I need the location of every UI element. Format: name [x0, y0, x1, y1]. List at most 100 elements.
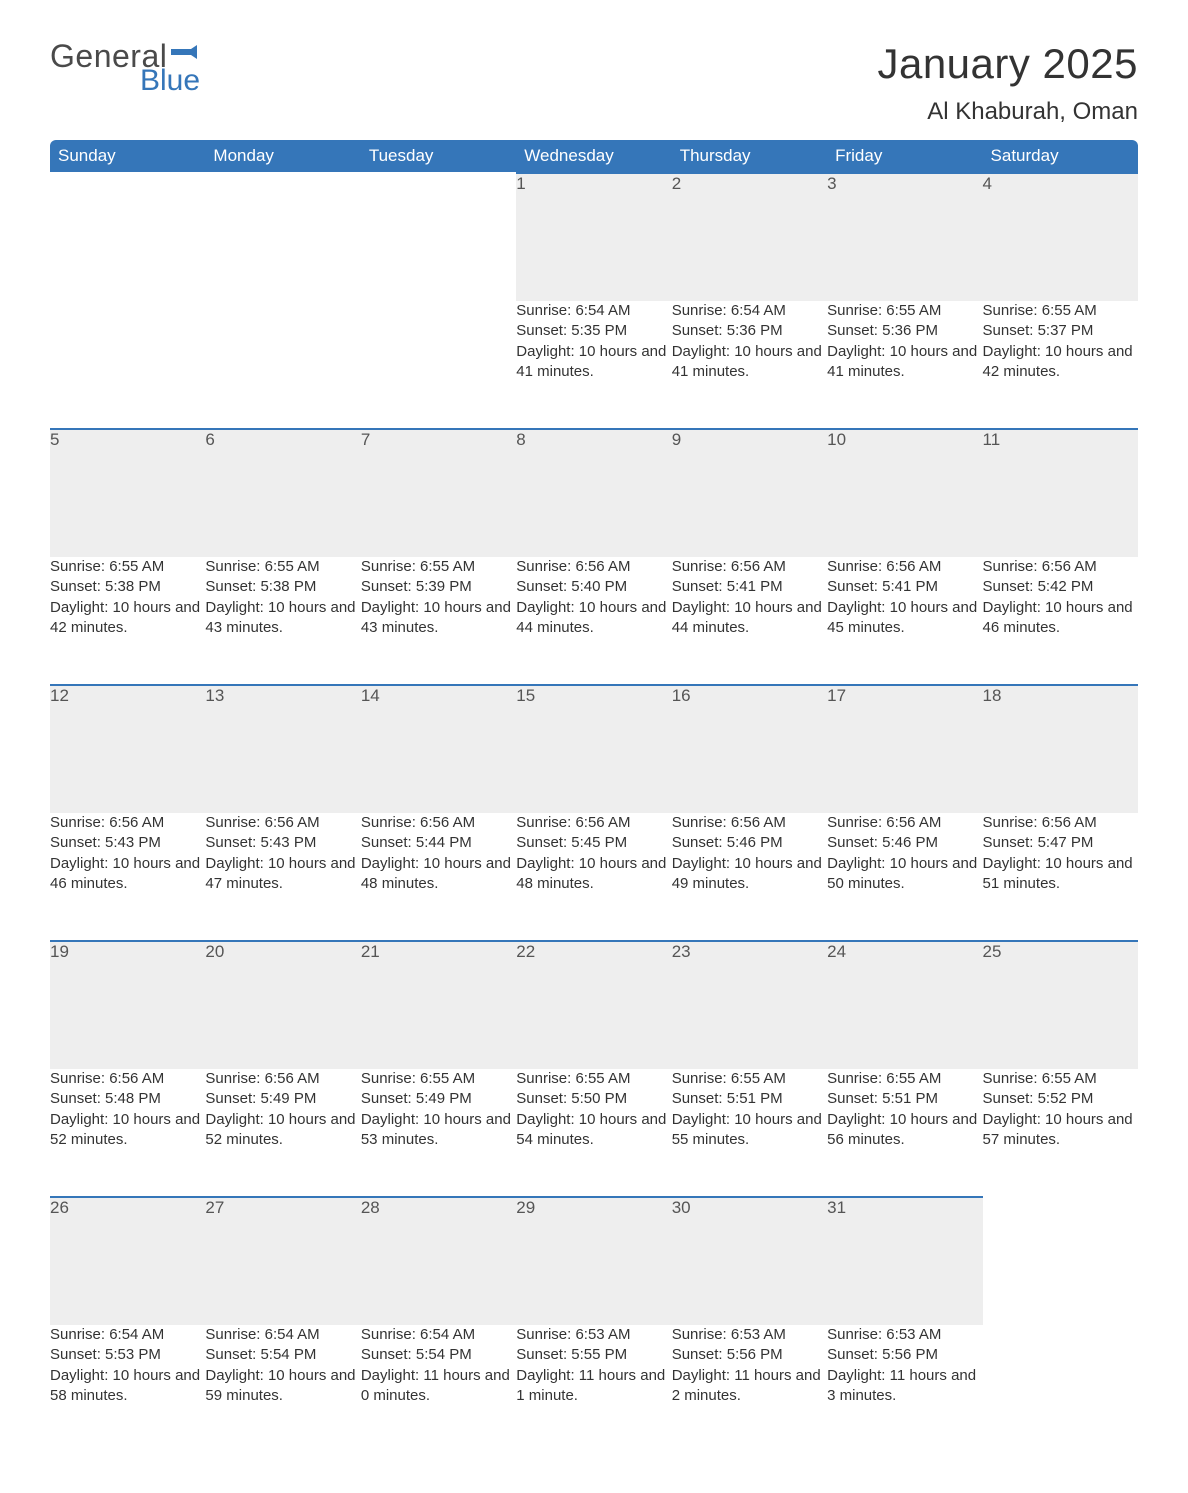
daylight-line: Daylight: 10 hours and 44 minutes.	[672, 598, 827, 639]
day-number: 10	[827, 429, 982, 557]
sunset-line: Sunset: 5:47 PM	[983, 833, 1138, 853]
day-number: 13	[205, 685, 360, 813]
sunrise-line: Sunrise: 6:55 AM	[50, 557, 205, 577]
day-detail-row: Sunrise: 6:56 AMSunset: 5:48 PMDaylight:…	[50, 1069, 1138, 1197]
day-number: 14	[361, 685, 516, 813]
daylight-line: Daylight: 10 hours and 52 minutes.	[50, 1110, 205, 1151]
day-details: Sunrise: 6:56 AMSunset: 5:46 PMDaylight:…	[672, 813, 827, 941]
title-block: January 2025 Al Khaburah, Oman	[877, 40, 1138, 126]
daylight-line: Daylight: 10 hours and 43 minutes.	[361, 598, 516, 639]
day-details: Sunrise: 6:54 AMSunset: 5:36 PMDaylight:…	[672, 301, 827, 429]
day-number: 5	[50, 429, 205, 557]
sunset-line: Sunset: 5:56 PM	[672, 1345, 827, 1365]
day-number: 4	[983, 173, 1138, 301]
day-details: Sunrise: 6:56 AMSunset: 5:42 PMDaylight:…	[983, 557, 1138, 685]
sunset-line: Sunset: 5:37 PM	[983, 321, 1138, 341]
day-details: Sunrise: 6:56 AMSunset: 5:43 PMDaylight:…	[50, 813, 205, 941]
daylight-line: Daylight: 10 hours and 51 minutes.	[983, 854, 1138, 895]
day-number-row: 262728293031	[50, 1197, 1138, 1325]
day-details: Sunrise: 6:55 AMSunset: 5:38 PMDaylight:…	[205, 557, 360, 685]
day-number: 25	[983, 941, 1138, 1069]
weekday-header: Wednesday	[516, 140, 671, 173]
sunset-line: Sunset: 5:50 PM	[516, 1089, 671, 1109]
sunrise-line: Sunrise: 6:56 AM	[827, 557, 982, 577]
daylight-line: Daylight: 11 hours and 1 minute.	[516, 1366, 671, 1407]
daylight-line: Daylight: 10 hours and 53 minutes.	[361, 1110, 516, 1151]
sunrise-line: Sunrise: 6:53 AM	[827, 1325, 982, 1345]
day-details: Sunrise: 6:56 AMSunset: 5:43 PMDaylight:…	[205, 813, 360, 941]
day-details: Sunrise: 6:56 AMSunset: 5:45 PMDaylight:…	[516, 813, 671, 941]
sunset-line: Sunset: 5:52 PM	[983, 1089, 1138, 1109]
day-details: Sunrise: 6:56 AMSunset: 5:46 PMDaylight:…	[827, 813, 982, 941]
day-details: Sunrise: 6:56 AMSunset: 5:41 PMDaylight:…	[672, 557, 827, 685]
day-details: Sunrise: 6:55 AMSunset: 5:50 PMDaylight:…	[516, 1069, 671, 1197]
day-details: Sunrise: 6:55 AMSunset: 5:36 PMDaylight:…	[827, 301, 982, 429]
sunrise-line: Sunrise: 6:53 AM	[516, 1325, 671, 1345]
weekday-header: Friday	[827, 140, 982, 173]
header: General Blue January 2025 Al Khaburah, O…	[50, 40, 1138, 126]
day-number-row: 19202122232425	[50, 941, 1138, 1069]
sunrise-line: Sunrise: 6:56 AM	[205, 1069, 360, 1089]
daylight-line: Daylight: 10 hours and 46 minutes.	[983, 598, 1138, 639]
empty-cell	[205, 173, 360, 301]
day-number: 6	[205, 429, 360, 557]
day-number: 30	[672, 1197, 827, 1325]
daylight-line: Daylight: 11 hours and 0 minutes.	[361, 1366, 516, 1407]
sunset-line: Sunset: 5:35 PM	[516, 321, 671, 341]
daylight-line: Daylight: 11 hours and 3 minutes.	[827, 1366, 982, 1407]
sunset-line: Sunset: 5:43 PM	[50, 833, 205, 853]
sunrise-line: Sunrise: 6:54 AM	[205, 1325, 360, 1345]
sunrise-line: Sunrise: 6:55 AM	[827, 1069, 982, 1089]
day-details: Sunrise: 6:56 AMSunset: 5:41 PMDaylight:…	[827, 557, 982, 685]
sunrise-line: Sunrise: 6:53 AM	[672, 1325, 827, 1345]
sunset-line: Sunset: 5:46 PM	[672, 833, 827, 853]
sunset-line: Sunset: 5:41 PM	[827, 577, 982, 597]
daylight-line: Daylight: 10 hours and 55 minutes.	[672, 1110, 827, 1151]
sunset-line: Sunset: 5:51 PM	[672, 1089, 827, 1109]
day-number: 7	[361, 429, 516, 557]
day-details: Sunrise: 6:54 AMSunset: 5:53 PMDaylight:…	[50, 1325, 205, 1453]
day-details: Sunrise: 6:56 AMSunset: 5:40 PMDaylight:…	[516, 557, 671, 685]
daylight-line: Daylight: 10 hours and 47 minutes.	[205, 854, 360, 895]
day-number: 20	[205, 941, 360, 1069]
sunset-line: Sunset: 5:45 PM	[516, 833, 671, 853]
sunset-line: Sunset: 5:54 PM	[205, 1345, 360, 1365]
brand-word2: Blue	[140, 66, 205, 96]
day-number: 11	[983, 429, 1138, 557]
daylight-line: Daylight: 10 hours and 59 minutes.	[205, 1366, 360, 1407]
day-number: 24	[827, 941, 982, 1069]
daylight-line: Daylight: 11 hours and 2 minutes.	[672, 1366, 827, 1407]
sunrise-line: Sunrise: 6:55 AM	[361, 1069, 516, 1089]
daylight-line: Daylight: 10 hours and 41 minutes.	[672, 342, 827, 383]
brand-logo: General Blue	[50, 40, 205, 96]
sunset-line: Sunset: 5:44 PM	[361, 833, 516, 853]
day-number-row: 567891011	[50, 429, 1138, 557]
sunset-line: Sunset: 5:41 PM	[672, 577, 827, 597]
day-number: 28	[361, 1197, 516, 1325]
daylight-line: Daylight: 10 hours and 52 minutes.	[205, 1110, 360, 1151]
day-number: 31	[827, 1197, 982, 1325]
location-subtitle: Al Khaburah, Oman	[877, 98, 1138, 126]
day-number-row: 12131415161718	[50, 685, 1138, 813]
sunset-line: Sunset: 5:36 PM	[827, 321, 982, 341]
day-number-row: 1234	[50, 173, 1138, 301]
sunrise-line: Sunrise: 6:56 AM	[50, 1069, 205, 1089]
day-number: 23	[672, 941, 827, 1069]
daylight-line: Daylight: 10 hours and 41 minutes.	[827, 342, 982, 383]
day-details: Sunrise: 6:54 AMSunset: 5:54 PMDaylight:…	[205, 1325, 360, 1453]
daylight-line: Daylight: 10 hours and 56 minutes.	[827, 1110, 982, 1151]
sunrise-line: Sunrise: 6:56 AM	[672, 557, 827, 577]
day-number: 21	[361, 941, 516, 1069]
sunset-line: Sunset: 5:43 PM	[205, 833, 360, 853]
empty-cell	[50, 173, 205, 301]
sunrise-line: Sunrise: 6:56 AM	[361, 813, 516, 833]
day-details: Sunrise: 6:55 AMSunset: 5:52 PMDaylight:…	[983, 1069, 1138, 1197]
day-details: Sunrise: 6:53 AMSunset: 5:56 PMDaylight:…	[672, 1325, 827, 1453]
sunrise-line: Sunrise: 6:56 AM	[827, 813, 982, 833]
day-detail-row: Sunrise: 6:55 AMSunset: 5:38 PMDaylight:…	[50, 557, 1138, 685]
sunrise-line: Sunrise: 6:56 AM	[50, 813, 205, 833]
day-detail-row: Sunrise: 6:56 AMSunset: 5:43 PMDaylight:…	[50, 813, 1138, 941]
sunrise-line: Sunrise: 6:55 AM	[672, 1069, 827, 1089]
sunset-line: Sunset: 5:49 PM	[205, 1089, 360, 1109]
day-number: 8	[516, 429, 671, 557]
